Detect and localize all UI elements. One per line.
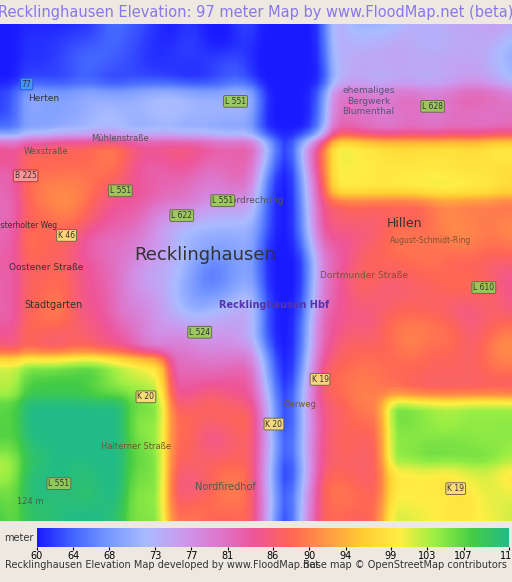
Text: L 551: L 551 [225,97,246,106]
Text: Dortmunder Straße: Dortmunder Straße [319,271,408,279]
Text: Herten: Herten [28,94,59,104]
Text: 77: 77 [22,80,32,88]
Text: L 628: L 628 [422,102,443,111]
Text: B 225: B 225 [15,171,36,180]
Text: L 551: L 551 [110,186,131,195]
Text: Base map © OpenStreetMap contributors: Base map © OpenStreetMap contributors [303,560,507,570]
Text: Dordrechring: Dordrechring [224,196,283,205]
Text: Wexstraße: Wexstraße [24,147,69,155]
Text: K 19: K 19 [311,375,329,384]
Text: K 20: K 20 [137,392,155,401]
Text: K 19: K 19 [447,484,464,493]
Text: L 622: L 622 [171,211,193,220]
Text: Westerholter Weg: Westerholter Weg [0,221,57,230]
Text: Stadtgarten: Stadtgarten [25,300,83,310]
Text: August-Schmidt-Ring: August-Schmidt-Ring [390,236,471,245]
Text: L 551: L 551 [48,479,70,488]
Text: Hillen: Hillen [387,217,422,229]
Text: Mühlenstraße: Mühlenstraße [92,134,149,143]
Text: meter: meter [4,533,33,543]
Text: Halterner Straße: Halterner Straße [101,442,170,451]
Text: K 20: K 20 [265,420,283,428]
Text: ehemaliges
Bergwerk
Blumenthal: ehemaliges Bergwerk Blumenthal [343,87,395,116]
Text: L 551: L 551 [212,196,233,205]
Text: Nordfiredhof: Nordfiredhof [195,482,255,492]
Text: K 46: K 46 [58,231,75,240]
Text: 124 m: 124 m [17,496,44,506]
Text: Oerweg: Oerweg [283,400,316,409]
Text: Recklinghausen Elevation Map developed by www.FloodMap.net: Recklinghausen Elevation Map developed b… [5,560,319,570]
Text: Recklinghausen Hbf: Recklinghausen Hbf [219,300,329,310]
Text: L 610: L 610 [473,283,495,292]
Text: Oostener Straße: Oostener Straße [9,263,83,272]
Text: L 524: L 524 [189,328,210,337]
Text: Recklinghausen: Recklinghausen [134,246,276,264]
Text: Recklinghausen Elevation: 97 meter Map by www.FloodMap.net (beta): Recklinghausen Elevation: 97 meter Map b… [0,5,512,20]
